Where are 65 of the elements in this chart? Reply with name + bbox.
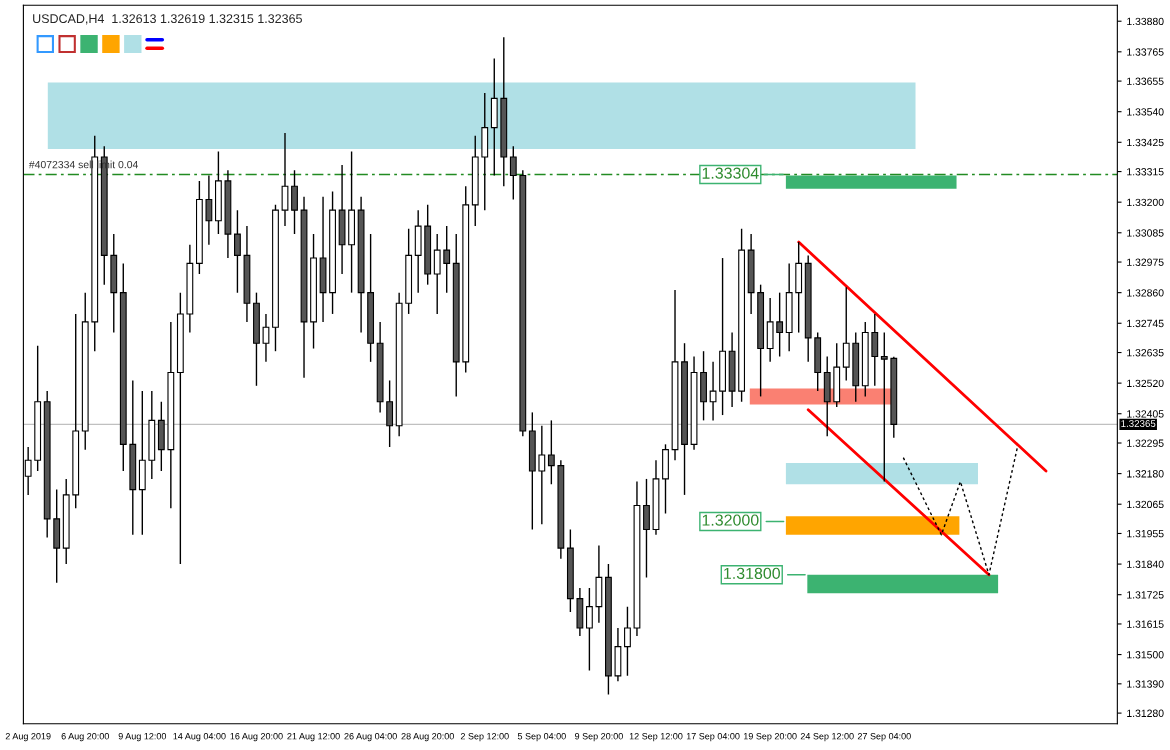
candlestick (262, 313, 270, 363)
y-tick-label: 1.32860 (1127, 289, 1164, 297)
annotation: 1.33304 (702, 167, 759, 179)
x-tick-label: 24 Sep 12:00 (800, 733, 854, 742)
candlestick (547, 419, 555, 485)
candlestick (234, 209, 241, 294)
y-tick-label: 1.31280 (1127, 709, 1164, 717)
y-tick-label: 1.33425 (1127, 138, 1164, 147)
candlestick (776, 291, 784, 358)
candlestick (538, 425, 546, 525)
y-tick-label: 1.33880 (1127, 17, 1164, 26)
x-tick-label: 17 Sep 04:00 (686, 733, 740, 742)
y-tick-label: 1.31725 (1127, 591, 1164, 599)
candlestick (291, 169, 298, 235)
x-tick-label: 12 Sep 12:00 (629, 733, 683, 742)
x-tick-label: 2 Sep 12:00 (460, 733, 509, 742)
y-tick-label: 1.31500 (1127, 651, 1164, 659)
x-tick-label: 19 Sep 20:00 (743, 733, 797, 742)
y-tick-label: 1.33655 (1127, 77, 1164, 85)
y-tick-label: 1.31955 (1127, 529, 1164, 538)
x-tick-label: 5 Sep 04:00 (517, 733, 566, 742)
y-tick-label: 1.32065 (1127, 500, 1164, 509)
candlestick (585, 587, 593, 672)
y-tick-label: 1.33315 (1127, 168, 1164, 176)
y-tick-label: 1.32295 (1127, 439, 1164, 447)
y-tick-label: 1.32635 (1127, 349, 1164, 357)
candlestick (709, 361, 717, 422)
y-tick-label: 1.33765 (1127, 48, 1164, 56)
x-tick-label: 9 Aug 12:00 (118, 733, 167, 742)
x-tick-label: 26 Aug 04:00 (344, 733, 397, 742)
candlestick (443, 225, 451, 294)
candlestick (624, 605, 631, 677)
candlestick (871, 313, 879, 387)
annotation: 1.32000 (702, 514, 759, 526)
x-tick-label: 9 Sep 20:00 (574, 733, 623, 742)
y-tick-label: 1.32405 (1127, 410, 1164, 418)
x-tick-label: 6 Aug 20:00 (61, 733, 109, 742)
y-tick-label: 1.32520 (1127, 379, 1164, 387)
annotation: 1.31800 (724, 567, 781, 580)
y-tick-label: 1.33200 (1127, 198, 1164, 207)
y-tick-label: 1.33540 (1127, 108, 1164, 116)
candlestick (386, 379, 394, 448)
x-tick-label: 28 Aug 20:00 (401, 733, 454, 742)
x-tick-label: 27 Sep 04:00 (857, 733, 911, 742)
x-tick-label: 16 Aug 20:00 (230, 733, 283, 742)
x-tick-label: 2 Aug 2019 (5, 733, 51, 742)
y-tick-label: 1.31840 (1127, 560, 1164, 568)
line-series (902, 446, 1019, 576)
candlestick (880, 331, 888, 483)
y-tick-label: 1.31615 (1127, 620, 1164, 628)
candlestick (509, 145, 517, 201)
y-tick-label: 1.33085 (1127, 229, 1164, 237)
x-tick-label: 21 Aug 12:00 (287, 733, 340, 742)
text: USDCAD,H4 1.32613 1.32619 1.32315 1.32365 (33, 14, 302, 25)
y-tick-label: 1.32180 (1127, 470, 1164, 478)
candlestick (433, 233, 441, 315)
y-tick-label: 1.31390 (1127, 680, 1164, 688)
candlestick (281, 132, 289, 227)
x-tick-label: 14 Aug 04:00 (173, 733, 226, 742)
y-tick-label: 1.32975 (1127, 258, 1164, 266)
candlestick (205, 174, 213, 246)
ref-line-label: 1.32365 (1121, 420, 1156, 427)
candlestick (842, 286, 850, 382)
y-tick-label: 1.32745 (1127, 319, 1164, 328)
candlestick (643, 478, 650, 579)
